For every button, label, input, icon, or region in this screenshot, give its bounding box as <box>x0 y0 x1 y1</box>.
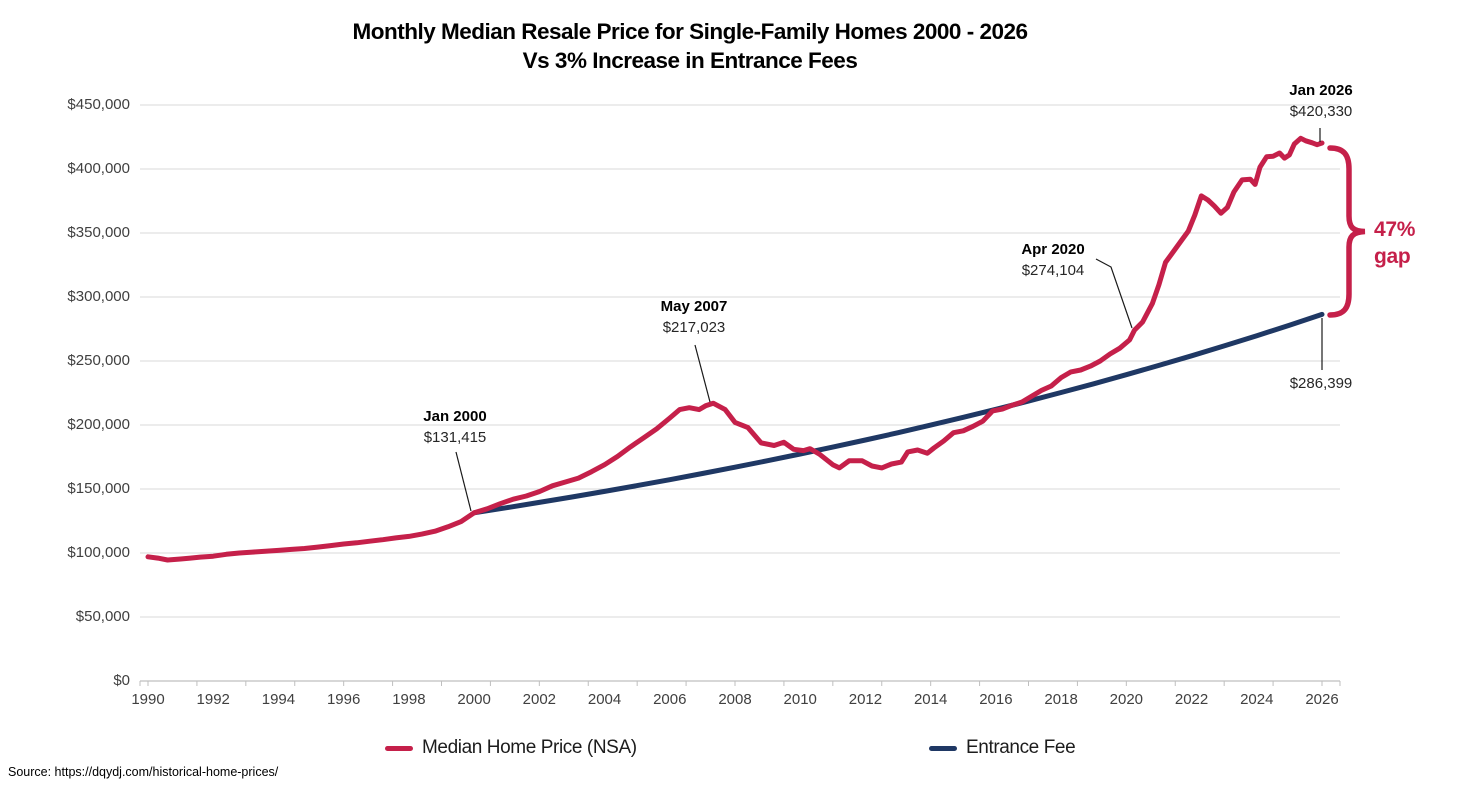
annotation-leader-may-2007 <box>694 344 711 403</box>
legend-swatch-entrance-fee-icon <box>929 745 957 751</box>
x-axis-label: 2004 <box>587 691 622 708</box>
annotation-jan-2026-value: $420,330 <box>1289 103 1353 120</box>
annotation-jan-2000-value: $131,415 <box>423 429 487 446</box>
series-entrance-fee <box>471 311 1325 516</box>
annotation-may-2007: May 2007 $217,023 <box>619 296 769 338</box>
gap-label: 47% gap <box>1374 216 1415 270</box>
legend-item-entrance-fee: Entrance Fee <box>929 735 1076 761</box>
chart-title: Monthly Median Resale Price for Single-F… <box>0 17 1380 75</box>
y-axis-label: $250,000 <box>67 352 130 369</box>
x-axis-label: 2018 <box>1044 691 1078 708</box>
y-axis-label: $300,000 <box>67 288 130 305</box>
x-axis-label: 2012 <box>848 691 883 708</box>
x-axis-label: 1994 <box>261 691 296 708</box>
x-axis-label: 2002 <box>522 691 557 708</box>
x-axis-label: 2016 <box>979 691 1013 708</box>
x-axis-label: 2008 <box>718 691 752 708</box>
y-axis-label: $400,000 <box>67 160 130 177</box>
annotation-leader-apr-2020 <box>1095 258 1133 329</box>
x-axis-label: 1998 <box>392 691 426 708</box>
y-axis-label: $100,000 <box>67 544 130 561</box>
annotation-layer <box>455 128 1366 512</box>
annotation-may-2007-date: May 2007 <box>660 298 728 315</box>
annotation-jan-2026-date: Jan 2026 <box>1289 82 1353 99</box>
annotation-leader-jan-2000 <box>455 451 472 512</box>
gap-label-line1: 47% <box>1374 218 1416 241</box>
x-axis-label: 2026 <box>1305 691 1339 708</box>
x-axis-label: 2000 <box>457 691 491 708</box>
gap-brace <box>1327 145 1366 318</box>
x-axis-label: 2006 <box>653 691 687 708</box>
annotation-jan-2000-date: Jan 2000 <box>423 408 487 425</box>
legend-swatch-median-home-price-icon <box>385 745 413 751</box>
gap-label-line2: gap <box>1374 245 1411 268</box>
y-axis-label: $450,000 <box>67 96 130 113</box>
y-axis-label: $150,000 <box>67 480 130 497</box>
chart-title-line1: Monthly Median Resale Price for Single-F… <box>352 19 1029 44</box>
annotation-entrance-fee-end: $286,399 <box>1246 373 1396 394</box>
annotation-apr-2020: Apr 2020 $274,104 <box>978 239 1128 281</box>
annotation-may-2007-value: $217,023 <box>662 319 726 336</box>
x-axis-label: 2010 <box>783 691 817 708</box>
legend-item-median-home-price: Median Home Price (NSA) <box>385 735 637 761</box>
x-axis-label: 1996 <box>326 691 361 708</box>
legend-label-entrance-fee: Entrance Fee <box>966 737 1076 758</box>
annotation-jan-2026: Jan 2026 $420,330 <box>1246 80 1396 122</box>
plot-layer <box>139 104 1341 686</box>
y-axis-label: $200,000 <box>67 416 130 433</box>
x-axis-label: 2024 <box>1240 691 1274 708</box>
annotation-apr-2020-date: Apr 2020 <box>1021 241 1085 258</box>
y-axis-label: $50,000 <box>75 608 130 625</box>
x-axis-label: 2020 <box>1109 691 1144 708</box>
x-axis-label: 2014 <box>913 691 948 708</box>
legend-label-median-home-price: Median Home Price (NSA) <box>422 737 637 758</box>
y-axis-label: $350,000 <box>67 224 130 241</box>
annotation-entrance-fee-end-value: $286,399 <box>1289 375 1353 392</box>
x-axis-label: 1992 <box>196 691 230 708</box>
source-text: Source: https://dqydj.com/historical-hom… <box>8 765 279 779</box>
x-axis-label: 2022 <box>1174 691 1209 708</box>
annotation-jan-2000: Jan 2000 $131,415 <box>380 406 530 448</box>
series-median-home-price <box>145 135 1325 563</box>
annotation-apr-2020-value: $274,104 <box>1021 262 1085 279</box>
chart-title-line2: Vs 3% Increase in Entrance Fees <box>522 48 858 73</box>
x-axis-label: 1990 <box>131 691 165 708</box>
y-axis-label: $0 <box>113 672 130 689</box>
